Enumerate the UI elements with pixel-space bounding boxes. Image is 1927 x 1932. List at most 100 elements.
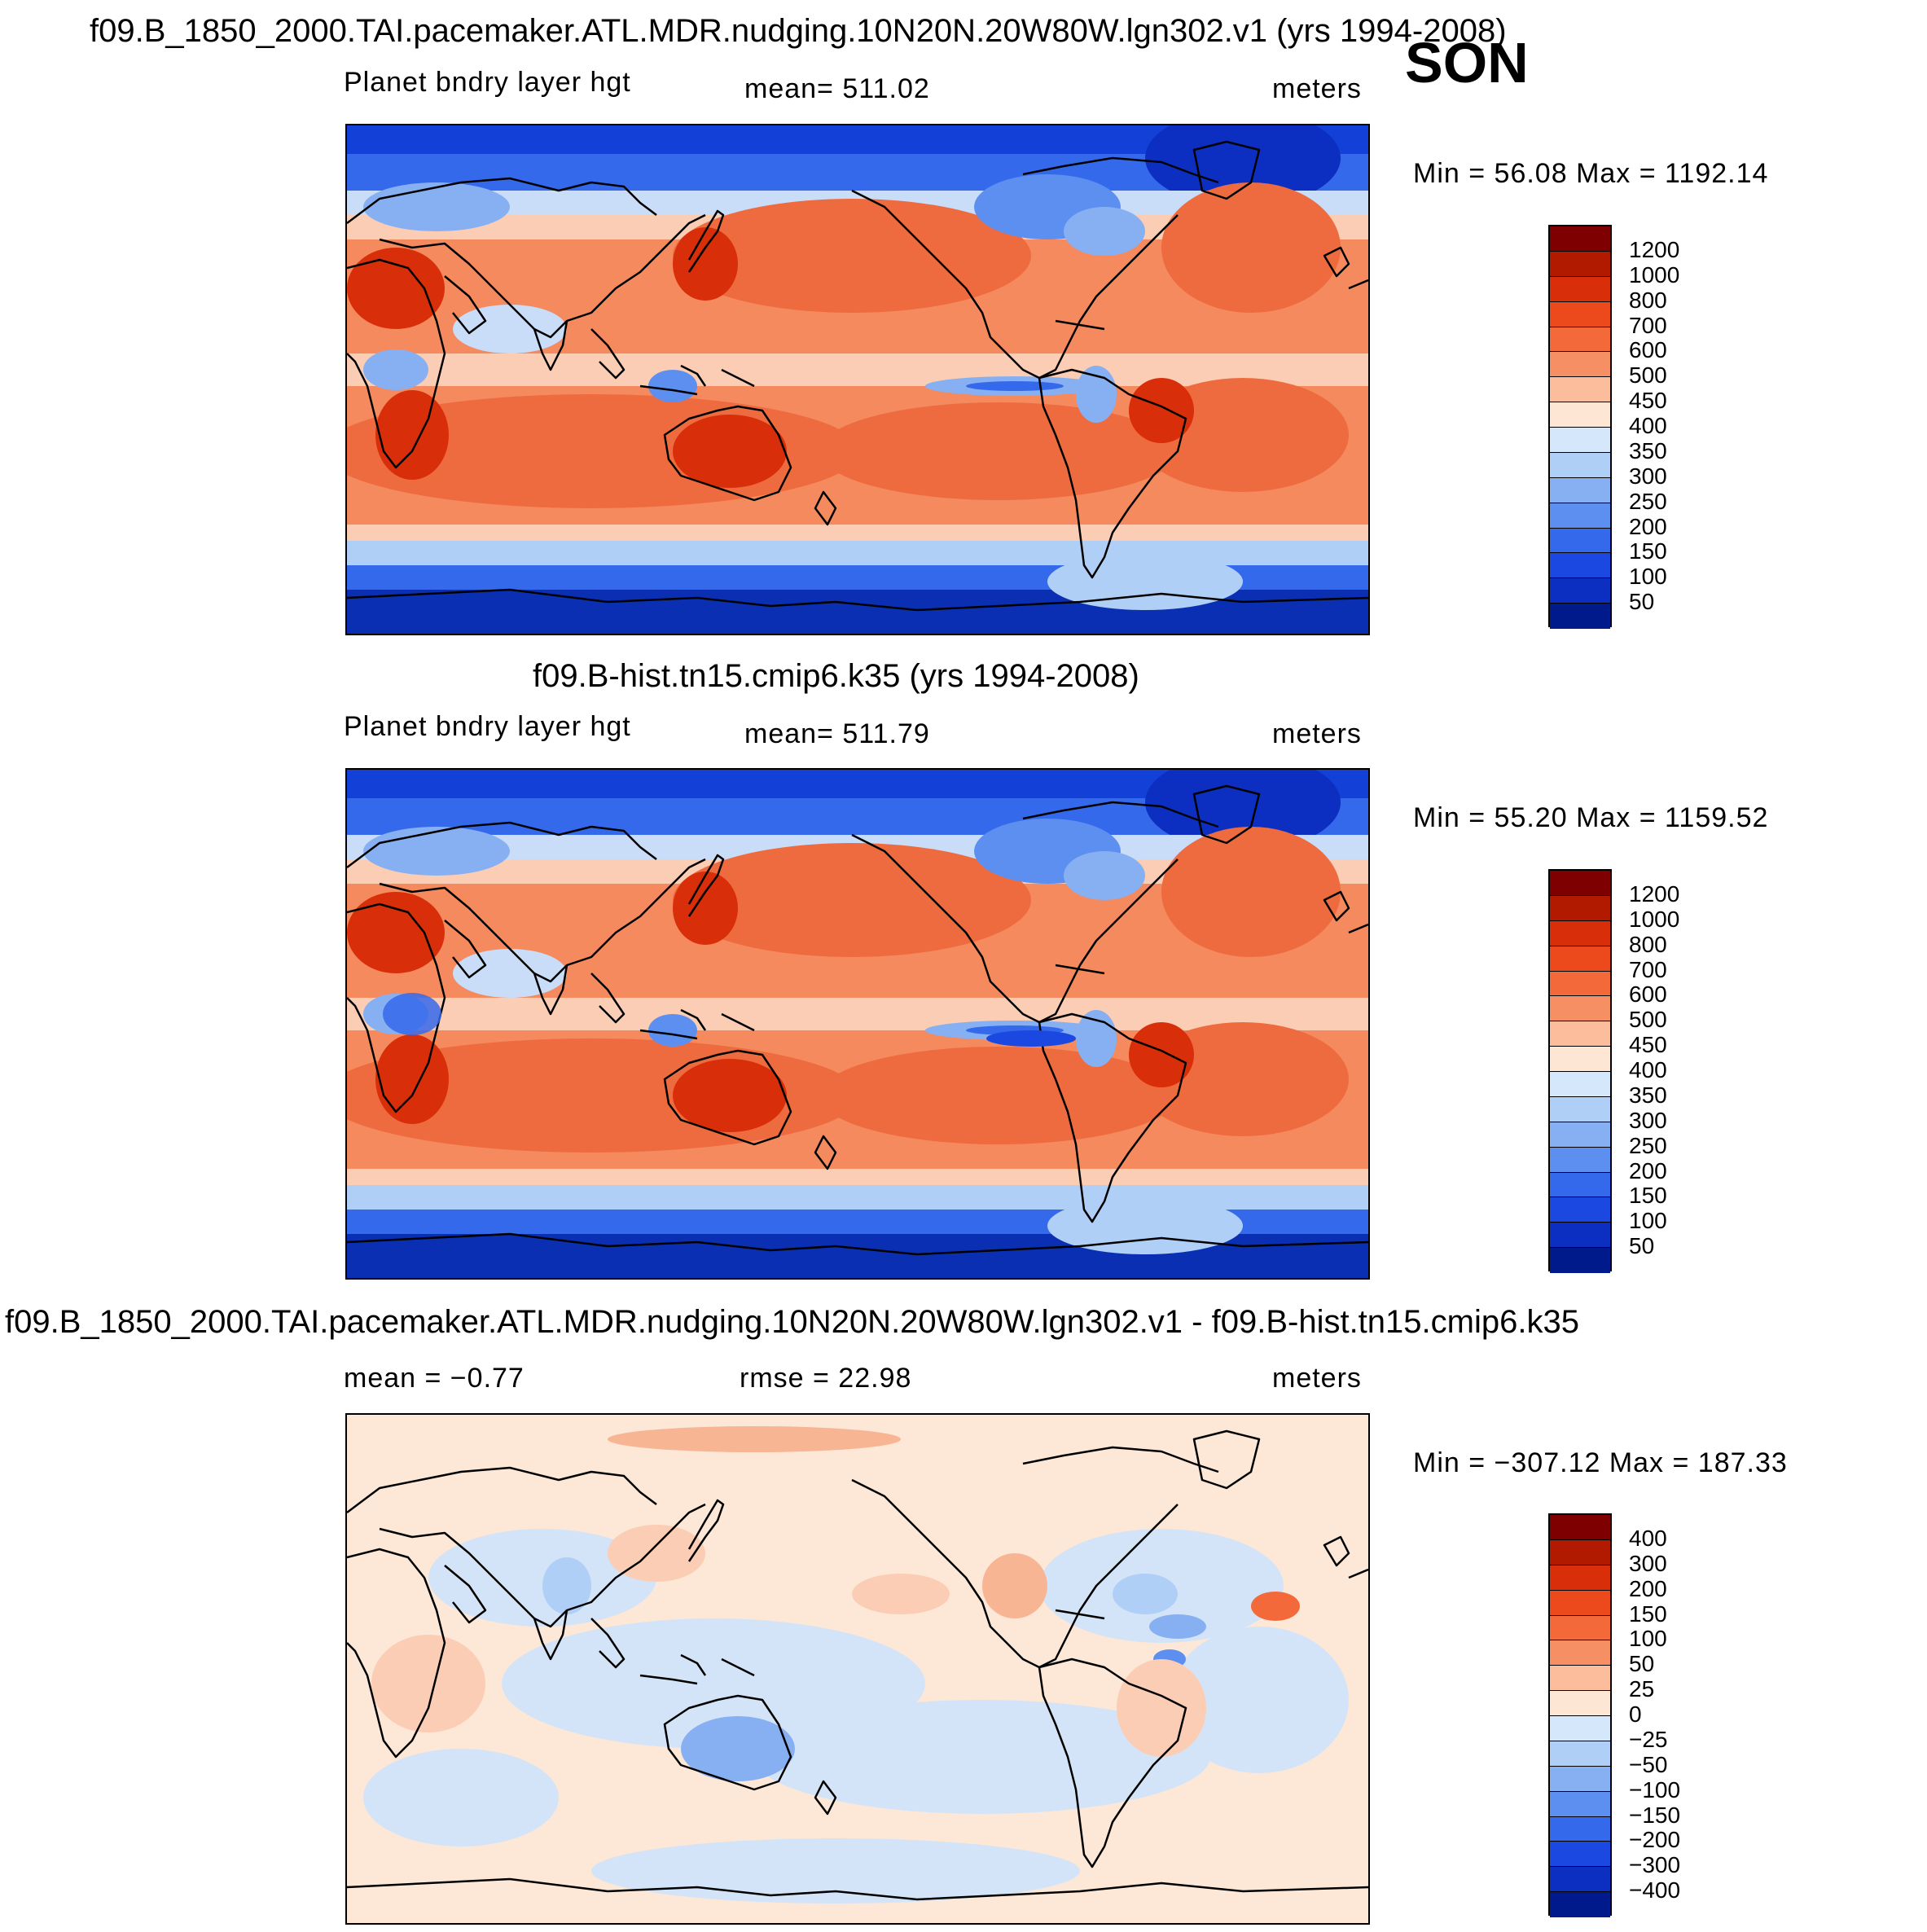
panel-2-colorbar-label: 400 [1629, 1057, 1667, 1082]
panel-1-colorbar-label: 100 [1629, 564, 1667, 590]
panel-3-colorbar-label: 300 [1629, 1550, 1667, 1576]
panel-1-colorbar-label: 200 [1629, 513, 1667, 539]
panel-2-colorbar-label: 350 [1629, 1082, 1667, 1108]
panel-2-colorbar-swatch [1550, 971, 1610, 997]
panel-3-colorbar-swatch [1550, 1842, 1610, 1868]
panel-2-colorbar-swatch [1550, 1147, 1610, 1173]
panel-3-minmax: Min = −307.12 Max = 187.33 [1413, 1447, 1788, 1478]
panel-3-colorbar-swatch [1550, 1816, 1610, 1842]
panel-2-colorbar-label: 450 [1629, 1032, 1667, 1058]
panel-1-colorbar-label: 700 [1629, 312, 1667, 338]
panel-1-colorbar-label: 50 [1629, 589, 1655, 615]
panel-1-minmax: Min = 56.08 Max = 1192.14 [1413, 158, 1769, 189]
panel-3-colorbar-swatch [1550, 1640, 1610, 1666]
panel-1-colorbar-swatch [1550, 503, 1610, 529]
panel-3-colorbar-label: −300 [1629, 1852, 1681, 1878]
panel-3-rmse: rmse = 22.98 [740, 1363, 912, 1394]
panel-2-title: f09.B-hist.tn15.cmip6.k35 (yrs 1994-2008… [533, 658, 1139, 694]
panel-3-colorbar-swatch [1550, 1539, 1610, 1565]
panel-3-colorbar-swatch [1550, 1565, 1610, 1591]
panel-3-colorbar-swatch [1550, 1741, 1610, 1767]
panel-3-colorbar-label: 50 [1629, 1651, 1655, 1677]
panel-1-colorbar-swatch [1550, 428, 1610, 453]
panel-3-colorbar-label: −100 [1629, 1776, 1681, 1802]
panel-3-colorbar-swatch [1550, 1791, 1610, 1817]
panel-1-colorbar-label: 450 [1629, 388, 1667, 414]
panel-3-colorbar-swatch [1550, 1892, 1610, 1917]
panel-3-colorbar-label: 200 [1629, 1575, 1667, 1601]
panel-3-map-svg [347, 1415, 1368, 1923]
panel-3-colorbar-label: 400 [1629, 1525, 1667, 1551]
panel-2-units: meters [1272, 718, 1362, 749]
panel-2-colorbar-swatch [1550, 996, 1610, 1022]
panel-2-mean: mean= 511.79 [744, 718, 930, 749]
panel-2-colorbar-label: 500 [1629, 1007, 1667, 1033]
panel-2-field-label: Planet bndry layer hgt [344, 711, 631, 742]
panel-2-colorbar-label: 150 [1629, 1183, 1667, 1209]
panel-3-colorbar-swatch [1550, 1666, 1610, 1692]
panel-1-colorbar-swatch [1550, 452, 1610, 478]
panel-2-colorbar-swatch [1550, 920, 1610, 946]
panel-2-colorbar-label: 200 [1629, 1157, 1667, 1183]
panel-1-title: f09.B_1850_2000.TAI.pacemaker.ATL.MDR.nu… [90, 13, 1507, 49]
panel-1-colorbar-swatch [1550, 528, 1610, 554]
panel-3-colorbar-swatch [1550, 1615, 1610, 1641]
panel-1-colorbar-swatch [1550, 377, 1610, 403]
panel-1-map [345, 124, 1370, 635]
panel-2-colorbar-label: 1200 [1629, 880, 1680, 907]
panel-1-colorbar-swatch [1550, 477, 1610, 503]
panel-3-colorbar-swatch [1550, 1515, 1610, 1540]
panel-2-colorbar-label: 50 [1629, 1233, 1655, 1259]
panel-1-colorbar-swatch [1550, 578, 1610, 604]
panel-2-colorbar-swatch [1550, 1072, 1610, 1097]
panel-3-title: f09.B_1850_2000.TAI.pacemaker.ATL.MDR.nu… [5, 1304, 1579, 1340]
panel-1-map-svg [347, 125, 1368, 634]
panel-1-colorbar-label: 800 [1629, 287, 1667, 313]
panel-1-colorbar-label: 1000 [1629, 261, 1680, 288]
panel-1-colorbar-swatch [1550, 352, 1610, 378]
panel-3-colorbar-label: −25 [1629, 1726, 1668, 1752]
panel-1-colorbar-label: 300 [1629, 463, 1667, 489]
panel-2-colorbar-swatch [1550, 1047, 1610, 1072]
panel-1-colorbar-label: 150 [1629, 538, 1667, 564]
panel-1-colorbar-swatch [1550, 301, 1610, 327]
panel-1-colorbar [1548, 225, 1612, 629]
panel-2-colorbar-swatch [1550, 1096, 1610, 1122]
panel-2-colorbar-swatch [1550, 1248, 1610, 1273]
panel-3-colorbar-swatch [1550, 1590, 1610, 1616]
panel-2-colorbar-swatch [1550, 1021, 1610, 1047]
panel-1-colorbar-swatch [1550, 276, 1610, 302]
panel-3-colorbar-label: −200 [1629, 1827, 1681, 1853]
panel-2-colorbar-label: 300 [1629, 1107, 1667, 1133]
panel-1-colorbar-swatch [1550, 251, 1610, 277]
panel-1-colorbar-swatch [1550, 226, 1610, 252]
panel-2-colorbar-label: 700 [1629, 956, 1667, 982]
panel-3-units: meters [1272, 1363, 1362, 1394]
panel-3-colorbar-label: 0 [1629, 1701, 1642, 1727]
panel-1-field-label: Planet bndry layer hgt [344, 67, 631, 98]
panel-2-colorbar-swatch [1550, 1172, 1610, 1198]
panel-2-colorbar-label: 800 [1629, 931, 1667, 957]
panel-3-colorbar-swatch [1550, 1867, 1610, 1893]
panel-2-colorbar-swatch [1550, 871, 1610, 896]
panel-2-map-svg [347, 770, 1368, 1278]
panel-2-colorbar-label: 250 [1629, 1132, 1667, 1158]
panel-3-colorbar-label: −150 [1629, 1802, 1681, 1828]
panel-1-colorbar-label: 400 [1629, 413, 1667, 438]
panel-2-colorbar-label: 600 [1629, 981, 1667, 1008]
panel-1-colorbar-label: 600 [1629, 337, 1667, 363]
panel-1-colorbar-swatch [1550, 402, 1610, 428]
panel-3-colorbar-label: −400 [1629, 1877, 1681, 1903]
panel-1-colorbar-swatch [1550, 604, 1610, 629]
panel-2-colorbar-swatch [1550, 895, 1610, 921]
panel-2-map [345, 768, 1370, 1280]
panel-1-colorbar-label: 1200 [1629, 236, 1680, 262]
panel-2-colorbar [1548, 869, 1612, 1273]
panel-1-colorbar-swatch [1550, 327, 1610, 353]
panel-1-colorbar-label: 250 [1629, 488, 1667, 514]
panel-1-colorbar-swatch [1550, 553, 1610, 579]
panel-3-colorbar-swatch [1550, 1716, 1610, 1741]
panel-1-colorbar-label: 350 [1629, 437, 1667, 463]
panel-3-colorbar [1548, 1513, 1612, 1917]
panel-2-colorbar-label: 100 [1629, 1208, 1667, 1234]
